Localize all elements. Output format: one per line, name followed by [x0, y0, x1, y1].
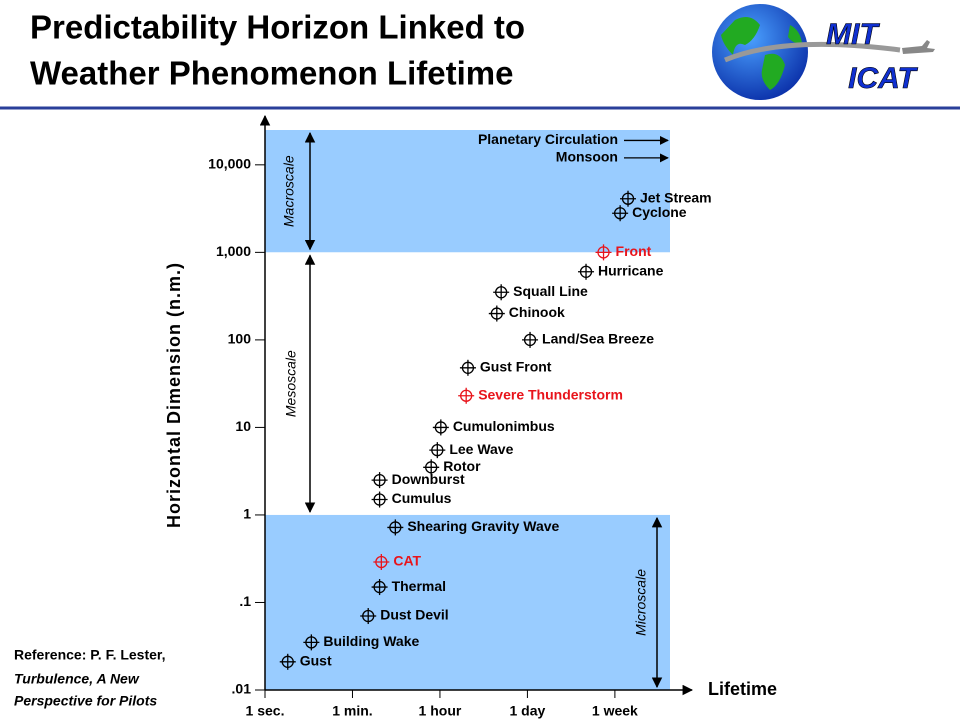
- x-tick-label: 1 min.: [332, 703, 372, 719]
- data-point: [360, 608, 377, 625]
- point-label: Gust Front: [480, 358, 552, 374]
- point-label: Shearing Gravity Wave: [407, 518, 559, 534]
- data-point: [423, 459, 440, 476]
- title-line: Weather Phenomenon Lifetime: [30, 55, 513, 92]
- data-point: [371, 491, 388, 508]
- point-label: CAT: [393, 553, 421, 569]
- y-tick-label: .01: [232, 681, 252, 697]
- point-label: Jet Stream: [640, 189, 712, 205]
- data-point: [459, 359, 476, 376]
- data-point: [612, 205, 629, 222]
- logo-text: ICAT: [848, 62, 918, 95]
- y-tick-label: 100: [228, 331, 252, 347]
- x-tick-label: 1 hour: [419, 703, 462, 719]
- point-label: Gust: [300, 652, 332, 668]
- point-label: Cumulonimbus: [453, 418, 555, 434]
- data-point: [578, 263, 595, 280]
- reference: Perspective for Pilots: [14, 693, 157, 709]
- data-point: [458, 387, 475, 404]
- data-point: [371, 579, 388, 596]
- scale-band: [265, 514, 670, 690]
- data-point: [303, 634, 320, 651]
- scale-band: [265, 252, 670, 515]
- point-label: Squall Line: [513, 283, 588, 299]
- band-label: Mesoscale: [283, 350, 299, 417]
- logo: MIT ICAT: [712, 4, 935, 100]
- y-tick-label: 10,000: [208, 156, 251, 172]
- title-line: Predictability Horizon Linked to: [30, 9, 525, 46]
- data-point: [493, 284, 510, 301]
- x-axis-label: Lifetime: [708, 679, 777, 699]
- data-point: [620, 190, 637, 207]
- point-label: Building Wake: [323, 633, 419, 649]
- point-label: Front: [616, 243, 652, 259]
- y-tick-label: 10: [235, 418, 251, 434]
- data-point: [279, 653, 296, 670]
- reference: Turbulence, A New: [14, 671, 140, 687]
- y-tick-label: 1,000: [216, 243, 251, 259]
- point-label: Lee Wave: [449, 441, 513, 457]
- point-label: Land/Sea Breeze: [542, 331, 654, 347]
- point-label: Chinook: [509, 304, 565, 320]
- band-label: Microscale: [633, 569, 649, 636]
- offscale-label: Monsoon: [556, 149, 618, 165]
- point-label: Thermal: [392, 578, 446, 594]
- x-tick-label: 1 day: [510, 703, 546, 719]
- point-label: Cyclone: [632, 204, 687, 220]
- reference: Reference: P. F. Lester,: [14, 647, 165, 663]
- scale-band: [265, 130, 670, 253]
- data-point: [371, 472, 388, 489]
- data-point: [429, 442, 446, 459]
- data-point: [488, 305, 505, 322]
- point-label: Downburst: [392, 471, 465, 487]
- logo-text: MIT: [826, 18, 880, 51]
- data-point: [387, 519, 404, 536]
- point-label: Rotor: [443, 458, 481, 474]
- point-label: Cumulus: [392, 490, 452, 506]
- data-point: [432, 419, 449, 436]
- point-label: Hurricane: [598, 262, 664, 278]
- band-label: Macroscale: [281, 155, 297, 227]
- data-point: [595, 244, 612, 261]
- data-point: [373, 553, 390, 570]
- x-tick-label: 1 sec.: [246, 703, 285, 719]
- x-tick-label: 1 week: [592, 703, 638, 719]
- data-point: [522, 331, 539, 348]
- point-label: Dust Devil: [380, 607, 448, 623]
- point-label: Severe Thunderstorm: [478, 386, 623, 402]
- y-tick-label: 1: [243, 506, 251, 522]
- offscale-label: Planetary Circulation: [478, 131, 618, 147]
- y-axis-label: Horizontal Dimension (n.m.): [164, 262, 184, 528]
- y-tick-label: .1: [239, 593, 251, 609]
